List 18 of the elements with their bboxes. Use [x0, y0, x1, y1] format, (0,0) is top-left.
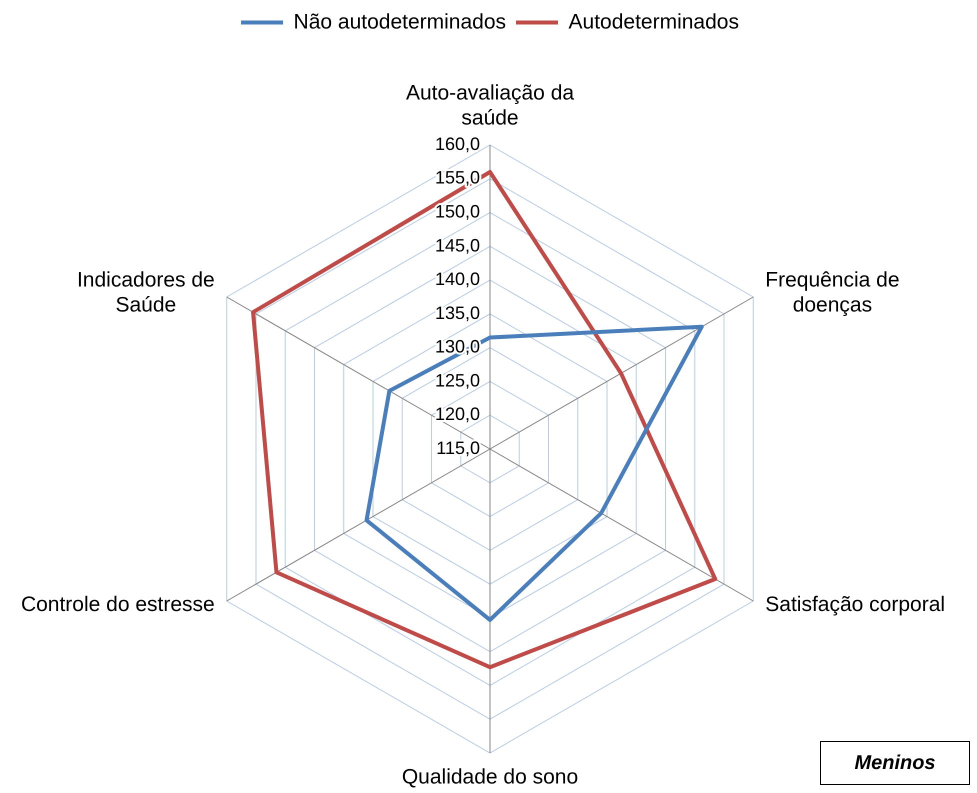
y-tick-label: 125,0 [434, 370, 480, 390]
y-tick-label: 115,0 [436, 438, 480, 458]
y-tick-label: 145,0 [434, 235, 480, 256]
y-tick-label: 140,0 [434, 269, 480, 290]
spoke-label: Auto-avaliação da saúde [406, 81, 574, 130]
spoke-label: Frequência de doenças [765, 268, 900, 316]
legend-label: Autodeterminados [568, 10, 739, 34]
y-tick-label: 150,0 [434, 202, 480, 222]
spoke-label: Qualidade do sono [402, 765, 578, 788]
y-tick-label: 160,0 [434, 134, 480, 154]
spoke-label: Satisfação corporal [765, 592, 946, 616]
y-tick-label: 120,0 [434, 404, 480, 424]
y-tick-label: 135,0 [434, 302, 480, 323]
y-tick-label: 155,0 [434, 168, 480, 188]
spoke-label: Indicadores de Saúde [76, 268, 215, 316]
spoke-label: Controle do estresse [20, 592, 215, 616]
legend-label: Não autodeterminados [294, 10, 506, 34]
text: Meninos [820, 741, 970, 785]
